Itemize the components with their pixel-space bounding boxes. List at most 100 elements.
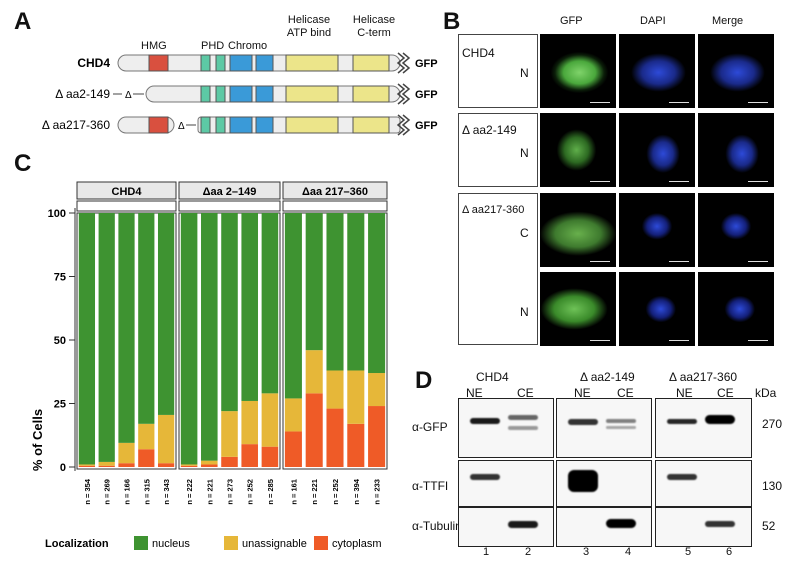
bar-segment-cytoplasm	[157, 463, 175, 467]
micrograph-dapi-row3	[619, 193, 695, 267]
facet-title: Δaa 2–149	[203, 186, 257, 198]
n-label: n = 285	[266, 479, 275, 505]
helicase-atp-domain	[285, 116, 339, 134]
row-localization: N	[520, 66, 529, 80]
n-label: n = 221	[205, 479, 214, 505]
helicase-atp-line2: ATP bind	[286, 27, 332, 39]
bar-segment-nucleus	[326, 213, 344, 371]
domain-label-hmg: HMG	[141, 40, 167, 52]
chromo-domain-1	[229, 116, 253, 134]
chromo-domain-2	[255, 85, 274, 103]
protein-band	[667, 419, 697, 424]
bar-segment-cytoplasm	[98, 465, 115, 467]
micrograph-dapi-row1	[619, 34, 695, 108]
y-tick-label: 50	[54, 335, 66, 347]
chromo-domain-1	[229, 85, 253, 103]
axes: 0 25 50 75 100	[48, 208, 76, 474]
n-label: n = 161	[289, 479, 298, 505]
bar-segment-nucleus	[78, 213, 96, 465]
antibody-tubulin: α-Tubulin	[412, 519, 462, 533]
phd-domain-1	[200, 54, 211, 72]
column-header-gfp: GFP	[560, 15, 583, 27]
micrograph-gfp-row2	[540, 113, 616, 187]
blot-panel	[655, 460, 752, 507]
n-label: n = 343	[162, 479, 171, 505]
phd-domain-1	[200, 85, 211, 103]
row-construct: CHD4	[462, 46, 495, 60]
facet-3: Δaa 217–360 n = 161 n = 221 n = 252 n = 394 n…	[282, 181, 388, 505]
protein-band	[705, 521, 735, 527]
micrograph-gfp-row1	[540, 34, 616, 108]
panel-label-d: D	[415, 367, 433, 394]
protein-band	[508, 426, 538, 430]
protein-band	[606, 519, 636, 528]
bar-segment-cytoplasm	[118, 463, 135, 467]
hmg-domain	[148, 116, 169, 134]
lane-number-5: 5	[685, 546, 692, 558]
protein-band	[568, 470, 598, 492]
lane-ne-3: NE	[676, 386, 693, 400]
blot-panel	[556, 398, 652, 458]
row-label-box	[458, 113, 538, 187]
bar-segment-unassignable	[284, 398, 302, 432]
legend-label-unassignable: unassignable	[242, 538, 307, 550]
construct-row-chd4: CHD4 GFP	[77, 52, 438, 74]
legend-swatch-nucleus	[134, 536, 148, 550]
legend: Localization nucleus unassignable cytoplasm	[45, 536, 382, 550]
bar-segment-cytoplasm	[201, 464, 218, 467]
construct-name: Δ aa217-360	[42, 118, 110, 132]
facet-2: Δaa 2–149 n = 222 n = 221 n = 273 n = 252 n =…	[178, 181, 281, 505]
bar-segment-nucleus	[261, 213, 279, 394]
lane-number-4: 4	[625, 546, 632, 558]
break-mark	[396, 114, 406, 136]
bar-segment-unassignable	[180, 464, 198, 466]
helicase-atp-domain	[285, 54, 339, 72]
lane-ne-1: NE	[466, 386, 483, 400]
scale-bar	[590, 261, 610, 262]
bar-segment-cytoplasm	[241, 444, 258, 467]
chromo-domain-2	[255, 116, 274, 134]
break-mark-2	[401, 114, 411, 136]
helicase-cterm-line1: Helicase	[352, 14, 396, 26]
lane-ce-3: CE	[717, 386, 734, 400]
y-tick-label: 25	[54, 399, 66, 411]
bar-segment-nucleus	[221, 213, 238, 412]
bar-segment-nucleus	[118, 213, 135, 443]
scale-bar	[748, 340, 768, 341]
legend-title: Localization	[45, 538, 109, 550]
bar-segment-cytoplasm	[138, 449, 155, 467]
facet-title: CHD4	[112, 186, 143, 198]
legend-swatch-cytoplasm	[314, 536, 328, 550]
micrograph-gfp-row4	[540, 272, 616, 346]
y-tick-label: 75	[54, 272, 66, 284]
protein-band	[470, 474, 500, 480]
lane-ce-1: CE	[517, 386, 534, 400]
bar-segment-unassignable	[118, 442, 135, 464]
helicase-cterm-domain	[352, 85, 390, 103]
hmg-domain	[148, 54, 169, 72]
micrograph-merge-row4	[698, 272, 774, 346]
scale-bar	[590, 340, 610, 341]
antibody-gfp: α-GFP	[412, 420, 448, 434]
scale-bar	[669, 340, 689, 341]
domain-label-phd: PHD	[201, 40, 225, 52]
stacked-bar-chart: % of Cells 0 25 50 75 100 CHD4 n = 354 n = 269…	[30, 181, 388, 550]
row-construct: Δ aa217-360	[462, 204, 525, 216]
delta-marker: Δ	[125, 90, 132, 101]
kda-52: 52	[762, 519, 776, 533]
bar-segment-unassignable	[241, 400, 258, 445]
phd-domain-1	[200, 116, 211, 134]
bar-segment-cytoplasm	[305, 393, 323, 467]
n-label: n = 354	[83, 478, 92, 504]
domain-label-helicase-atp: Helicase ATP bind	[283, 14, 335, 40]
antibody-ttfi: α-TTFI	[412, 479, 449, 493]
protein-band	[470, 418, 500, 424]
bar-segment-cytoplasm	[261, 446, 279, 467]
bar-segment-cytoplasm	[78, 465, 96, 467]
lane-number-1: 1	[483, 546, 490, 558]
y-tick-label: 100	[48, 208, 66, 220]
bar-segment-nucleus	[180, 213, 198, 465]
bar-segment-nucleus	[157, 213, 175, 415]
chromo-domain-2	[255, 54, 274, 72]
row-label-box	[458, 34, 538, 108]
